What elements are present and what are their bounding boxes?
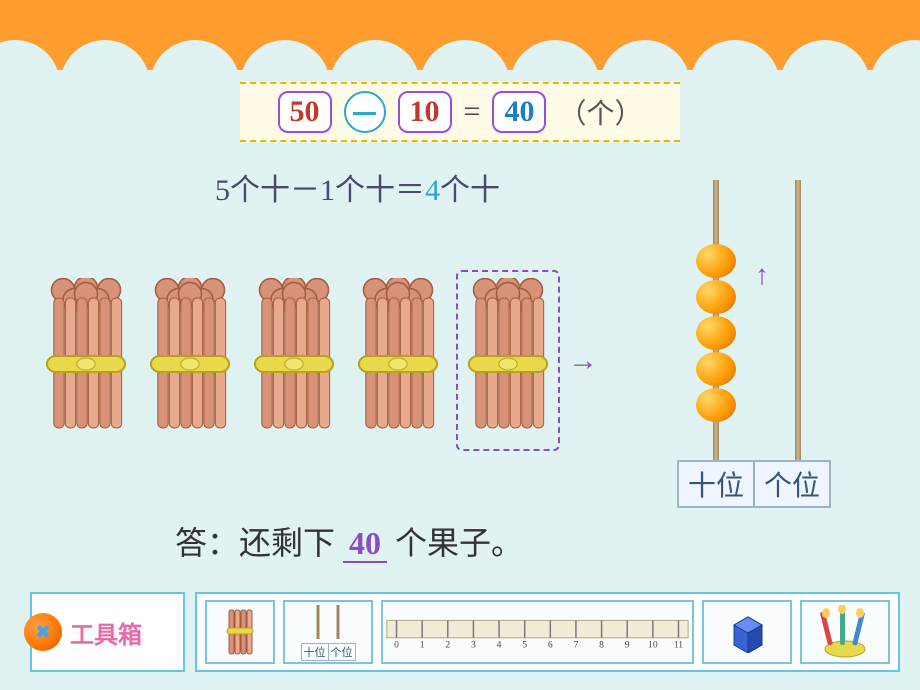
paint-brushes-icon: [820, 605, 870, 659]
answer-line: 答：还剩下 40 个果子。: [175, 518, 523, 564]
mini-tens-label: 十位: [301, 643, 329, 661]
tool-cube[interactable]: [702, 600, 792, 664]
abacus-bead: [696, 316, 736, 350]
answer-suffix: 个果子。: [395, 525, 523, 561]
answer-prefix: 答：还剩下: [175, 525, 335, 561]
abacus-bead: [696, 244, 736, 278]
svg-text:5: 5: [522, 639, 527, 650]
svg-text:6: 6: [548, 639, 553, 650]
bundles-area: →: [40, 270, 602, 451]
stick-bundle: [248, 278, 340, 443]
explanation-num: 4: [425, 174, 440, 207]
stick-bundle: [40, 278, 132, 443]
svg-text:1: 1: [420, 639, 425, 650]
explanation-suffix: 个十: [440, 174, 500, 207]
abacus-bead: [696, 352, 736, 386]
bundle-icon: [462, 278, 554, 438]
abacus-bead: [696, 280, 736, 314]
bundle-icon: [248, 278, 340, 438]
abacus: ↑ 十位 个位: [665, 180, 845, 490]
bundle-icon: [225, 606, 255, 658]
scallop: [690, 40, 780, 130]
abacus-rod-tens: [713, 180, 719, 460]
ruler-icon: 0 1 2 3 4 5 6 7 8 9 10 11: [383, 614, 692, 650]
svg-text:3: 3: [471, 639, 476, 650]
equation-op: －: [344, 91, 386, 133]
toolbox-title: 工具箱: [70, 615, 142, 650]
mini-ones-label: 个位: [328, 643, 356, 661]
stick-bundle: [144, 278, 236, 443]
remove-arrow: →: [568, 344, 598, 378]
equation-strip: 50 － 10 = 40 （个）: [240, 82, 680, 142]
bundle-icon: [144, 278, 236, 438]
equation-result: 40: [492, 91, 546, 133]
tool-bundle[interactable]: [205, 600, 275, 664]
pin-icon: [24, 613, 62, 651]
removed-bundle-wrap: [456, 270, 560, 451]
tools-panel: 十位 个位 0 1 2 3 4 5 6 7 8 9 10 11: [195, 592, 900, 672]
svg-text:10: 10: [648, 639, 658, 650]
stick-bundle: [352, 278, 444, 443]
abacus-icon: [303, 603, 353, 643]
scallop: [60, 40, 150, 130]
scallop: [150, 40, 240, 130]
cube-icon: [726, 611, 768, 653]
abacus-ones-label: 个位: [753, 460, 831, 508]
tool-abacus[interactable]: 十位 个位: [283, 600, 373, 664]
svg-text:7: 7: [574, 639, 579, 650]
answer-value: 40: [343, 525, 387, 563]
abacus-tens-label: 十位: [677, 460, 755, 508]
svg-text:8: 8: [599, 639, 604, 650]
abacus-bead: [696, 388, 736, 422]
equation-b: 10: [398, 91, 452, 133]
svg-text:9: 9: [625, 639, 630, 650]
equation-eq: =: [464, 95, 481, 129]
svg-text:11: 11: [674, 639, 683, 650]
bundle-icon: [352, 278, 444, 438]
abacus-move-arrow: ↑: [755, 260, 769, 292]
bundle-icon: [40, 278, 132, 438]
explanation-pre: 5个十－1个十＝: [215, 174, 425, 207]
equation-unit: （个）: [558, 92, 642, 132]
toolbox-label: 工具箱: [30, 592, 185, 672]
scallop: [780, 40, 870, 130]
svg-text:4: 4: [497, 639, 502, 650]
stick-bundle: [462, 278, 554, 443]
abacus-place-labels: 十位 个位: [677, 460, 831, 508]
tool-brushes[interactable]: [800, 600, 890, 664]
equation-a: 50: [278, 91, 332, 133]
tool-ruler[interactable]: 0 1 2 3 4 5 6 7 8 9 10 11: [381, 600, 694, 664]
toolbox-row: 工具箱 十位 个位: [30, 592, 900, 672]
explanation-text: 5个十－1个十＝4个十: [215, 165, 500, 209]
svg-text:2: 2: [445, 639, 450, 650]
abacus-rod-ones: [795, 180, 801, 460]
svg-text:0: 0: [394, 639, 399, 650]
